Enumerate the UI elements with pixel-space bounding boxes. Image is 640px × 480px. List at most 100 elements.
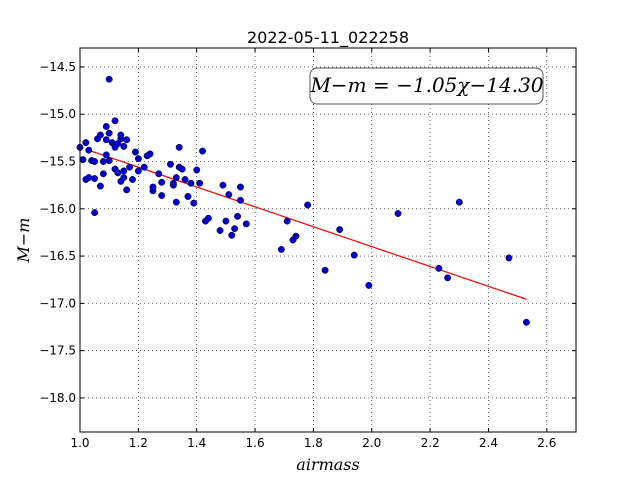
x-tick-label: 1.0 (70, 436, 89, 450)
data-point (129, 176, 136, 183)
data-point (96, 182, 104, 190)
data-point (237, 196, 244, 204)
data-point (126, 163, 134, 171)
annotation-box (309, 67, 544, 105)
data-point (222, 217, 230, 225)
data-point (216, 227, 224, 234)
data-point (134, 167, 142, 175)
fit-annotation: M−m = −1.05χ−14.30 (309, 67, 544, 105)
data-point (193, 166, 201, 174)
data-point (123, 136, 131, 144)
x-tick-label: 1.8 (304, 436, 323, 450)
data-point (120, 167, 128, 175)
data-point (234, 212, 242, 220)
data-point (105, 129, 113, 137)
data-point (102, 123, 110, 130)
data-point (219, 181, 227, 189)
x-tick-label: 1.4 (187, 436, 206, 450)
data-point (225, 191, 233, 199)
data-point (111, 117, 119, 125)
data-point (91, 158, 99, 165)
plot-area (80, 48, 576, 432)
x-tick-label: 2.4 (479, 436, 498, 450)
data-point (444, 274, 452, 282)
x-tick-label: 2.0 (362, 436, 381, 450)
data-point (365, 281, 373, 289)
data-point (455, 198, 463, 206)
x-axis-ticks: 1.0 1.2 1.4 1.6 1.8 2.0 2.2 2.4 2.6 (70, 48, 556, 450)
data-point (277, 246, 285, 253)
data-point (522, 318, 530, 326)
data-point (102, 151, 110, 159)
data-point (166, 160, 174, 168)
data-point (242, 220, 250, 228)
data-point (85, 146, 93, 154)
x-tick-label: 2.6 (537, 436, 556, 450)
y-tick-label: −16.0 (39, 202, 76, 216)
x-axis-label: airmass (296, 455, 359, 474)
data-point (394, 210, 402, 217)
data-point (149, 183, 157, 191)
data-point (85, 174, 93, 182)
data-point (204, 214, 212, 222)
y-axis-ticks: −14.5 −15.0 −15.5 −16.0 −16.5 −17.0 −17.5 −18.0 (39, 60, 576, 405)
data-point (99, 170, 107, 178)
plot-frame (79, 47, 577, 433)
y-tick-label: −17.0 (39, 296, 76, 310)
data-point (228, 231, 236, 239)
data-point (146, 150, 154, 158)
y-tick-label: −15.5 (39, 154, 76, 168)
y-axis-label: M−m (14, 218, 33, 264)
data-point (158, 178, 166, 186)
data-point (91, 209, 99, 217)
data-point (105, 157, 113, 165)
data-point (82, 139, 90, 147)
data-point (169, 181, 177, 189)
data-point (283, 217, 291, 225)
y-tick-label: −14.5 (39, 60, 76, 74)
data-point (336, 226, 344, 234)
data-point (172, 174, 180, 182)
data-point (114, 169, 122, 177)
x-tick-label: 1.6 (246, 436, 265, 450)
data-points (76, 75, 530, 326)
data-point (292, 232, 300, 240)
data-point (187, 179, 195, 187)
data-point (91, 175, 99, 182)
y-tick-label: −18.0 (39, 391, 76, 405)
y-tick-label: −16.5 (39, 249, 76, 263)
data-point (99, 158, 107, 165)
data-point (155, 170, 163, 178)
data-point (184, 193, 192, 200)
data-point (505, 254, 513, 262)
data-point (237, 183, 244, 191)
grid (79, 48, 576, 432)
data-point (175, 143, 183, 151)
x-tick-label: 1.2 (129, 436, 148, 450)
chart-title: 2022-05-11_022258 (247, 28, 409, 48)
y-tick-label: −17.5 (39, 344, 76, 358)
y-tick-label: −15.0 (39, 107, 76, 121)
data-point (105, 75, 113, 83)
data-point (117, 131, 125, 139)
data-point (196, 179, 204, 187)
data-point (172, 198, 180, 206)
data-point (231, 225, 239, 233)
data-point (190, 199, 198, 207)
data-point (199, 147, 206, 155)
annotation-text: M−m = −1.05χ−14.30 (309, 73, 543, 97)
data-point (102, 136, 110, 144)
data-point (120, 174, 128, 182)
data-point (123, 186, 131, 194)
data-point (321, 266, 329, 274)
data-point (350, 251, 358, 259)
data-point (158, 192, 166, 199)
data-point (178, 165, 186, 173)
data-point (96, 131, 104, 139)
data-point (131, 148, 139, 156)
data-point (435, 264, 443, 272)
data-point (181, 176, 189, 183)
data-point (304, 201, 312, 209)
data-point (140, 163, 148, 171)
